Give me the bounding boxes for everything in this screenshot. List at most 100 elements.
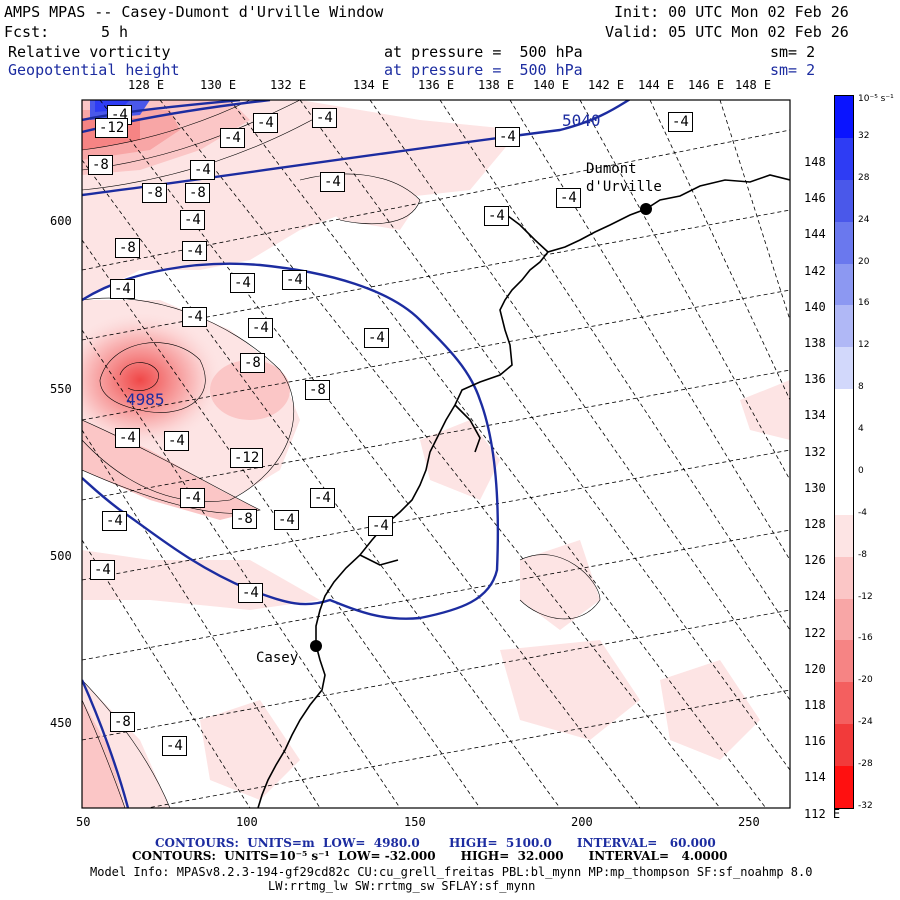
right-lon-label: 134 E [804, 408, 841, 423]
valid-time: Valid: 05 UTC Mon 02 Feb 26 [605, 23, 849, 41]
vorticity-shading [82, 100, 790, 808]
field1-name: Relative vorticity [8, 43, 171, 61]
vort-label: -4 [274, 510, 299, 530]
vort-label: -4 [230, 273, 255, 293]
height-label: 4985 [126, 390, 165, 409]
vort-label: -4 [110, 279, 135, 299]
colorbar-swatch [835, 137, 853, 181]
colorbar-swatch [835, 556, 853, 600]
vort-label: -8 [305, 380, 330, 400]
colorbar-swatch [835, 263, 853, 306]
plot-frame [81, 99, 791, 809]
y-tick: 550 [50, 382, 72, 396]
top-lon-label: 136 E [418, 78, 455, 92]
colorbar-swatch [835, 640, 853, 683]
coastline [257, 174, 790, 808]
colorbar-label: 32 [858, 130, 870, 141]
colorbar-label: -8 [858, 549, 867, 560]
station-label-casey: Casey [256, 650, 299, 666]
x-tick: 200 [571, 815, 593, 829]
colorbar-swatch [835, 389, 853, 432]
vorticity-contours [82, 100, 601, 808]
colorbar-swatch [835, 682, 853, 725]
vort-label: -8 [142, 183, 167, 203]
height-contours [82, 100, 632, 808]
vort-label: -8 [185, 183, 210, 203]
right-lon-label: 140 E [804, 299, 841, 314]
colorbar [834, 95, 854, 809]
field1-pressure: at pressure = 500 hPa [384, 43, 583, 61]
colorbar-unit: 10⁻⁵ s⁻¹ [858, 94, 894, 104]
field2-sm: sm= 2 [770, 61, 816, 79]
vort-label: -4 [182, 241, 207, 261]
init-time: Init: 00 UTC Mon 02 Feb 26 [614, 3, 849, 21]
right-lon-label: 124 E [804, 589, 841, 604]
colorbar-label: 12 [858, 340, 870, 351]
colorbar-swatch [835, 96, 853, 139]
colorbar-label: 4 [858, 424, 864, 435]
top-lon-label: 140 E [533, 78, 570, 92]
right-lon-label: 146 E [804, 191, 841, 206]
top-lon-label: 146 E [688, 78, 725, 92]
vort-label: -4 [253, 113, 278, 133]
height-label: 5040 [562, 111, 601, 130]
fcst-label: Fcst: [4, 23, 50, 41]
vort-label: -12 [230, 448, 264, 468]
vort-label: -4 [90, 560, 115, 580]
vort-label: -4 [495, 127, 520, 147]
right-lon-label: 128 E [804, 517, 841, 531]
vort-label: -12 [95, 118, 129, 138]
vort-label: -4 [238, 583, 263, 603]
colorbar-label: -28 [858, 759, 873, 770]
vort-label: -4 [312, 108, 337, 128]
colorbar-label: 28 [858, 172, 870, 183]
vort-label: -4 [162, 736, 187, 756]
colorbar-label: -32 [858, 801, 873, 811]
top-lon-label: 130 E [200, 78, 237, 92]
vort-label: -4 [668, 112, 693, 132]
vort-label: -4 [556, 188, 581, 208]
right-lon-label: 148 E [804, 155, 841, 169]
right-lon-label: 126 E [804, 553, 841, 568]
field2-name: Geopotential height [8, 61, 180, 79]
vort-label: -4 [182, 307, 207, 327]
colorbar-swatch [835, 472, 853, 516]
colorbar-label: 16 [858, 298, 870, 309]
x-tick: 100 [236, 815, 258, 829]
x-tick: 50 [76, 815, 91, 829]
top-lon-label: 148 E [735, 78, 772, 92]
right-lon-label: 120 E [804, 661, 841, 676]
colorbar-swatch [835, 724, 853, 767]
vort-label: -4 [320, 172, 345, 192]
vort-label: -4 [484, 206, 509, 226]
right-lon-label: 116 E [804, 734, 841, 749]
top-lon-label: 142 E [588, 78, 625, 92]
colorbar-swatch [835, 766, 853, 809]
y-tick: 450 [50, 716, 72, 730]
vort-label: -4 [310, 488, 335, 508]
colorbar-swatch [835, 431, 853, 474]
colorbar-label: 8 [858, 382, 864, 393]
vort-label: -8 [88, 155, 113, 175]
colorbar-label: -16 [858, 633, 873, 644]
colorbar-swatch [835, 179, 853, 223]
vort-label: -4 [282, 270, 307, 290]
vort-label: -4 [180, 488, 205, 508]
footer-vort-contours: CONTOURS: UNITS=10⁻⁵ s⁻¹ LOW= -32.000 HI… [132, 849, 728, 863]
colorbar-swatch [835, 347, 853, 390]
station-markers [310, 203, 652, 652]
colorbar-label: -4 [858, 507, 867, 518]
vort-label: -8 [240, 353, 265, 373]
right-lon-label: 130 E [804, 480, 841, 495]
colorbar-label: -12 [858, 591, 873, 602]
vort-label: -4 [102, 511, 127, 531]
top-lon-label: 128 E [128, 78, 165, 92]
top-lon-label: 144 E [638, 78, 675, 92]
right-lon-label: 112 E [804, 806, 841, 821]
right-lon-label: 118 E [804, 698, 841, 712]
vort-label: -4 [190, 160, 215, 180]
station-label-dumont: Dumont d'Urville [586, 161, 662, 195]
right-lon-label: 132 E [804, 444, 841, 459]
field2-pressure: at pressure = 500 hPa [384, 61, 583, 79]
